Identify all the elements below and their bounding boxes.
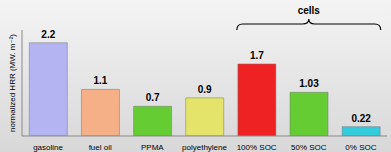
- svg-text:100% SOC: 100% SOC: [237, 143, 277, 152]
- svg-text:1.1: 1.1: [93, 75, 107, 86]
- svg-text:gasoline: gasoline: [33, 143, 63, 152]
- svg-text:0% SOC: 0% SOC: [345, 143, 376, 152]
- svg-text:polyethylene: polyethylene: [182, 143, 227, 152]
- svg-text:50% SOC: 50% SOC: [291, 143, 327, 152]
- svg-text:normalized HRR (MW. m⁻²): normalized HRR (MW. m⁻²): [8, 34, 17, 132]
- svg-text:2.2: 2.2: [41, 29, 55, 40]
- svg-text:1.7: 1.7: [250, 50, 264, 61]
- svg-text:cells: cells: [298, 5, 321, 16]
- svg-text:0.7: 0.7: [146, 92, 160, 103]
- svg-text:0.9: 0.9: [198, 84, 212, 95]
- svg-text:1.03: 1.03: [299, 78, 319, 89]
- svg-text:fuel oil: fuel oil: [89, 143, 112, 152]
- svg-text:PPMA: PPMA: [141, 143, 164, 152]
- svg-text:0.22: 0.22: [351, 113, 371, 124]
